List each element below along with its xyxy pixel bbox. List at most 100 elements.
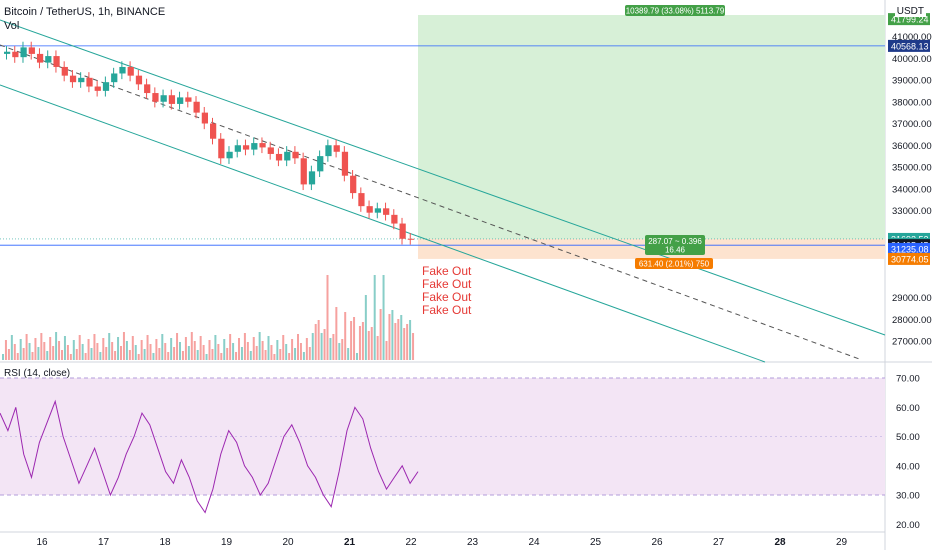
volume-bar [347, 348, 350, 360]
time-tick-label: 24 [528, 537, 540, 548]
price-tick-label: 34000.00 [892, 184, 932, 195]
candle [144, 84, 151, 94]
volume-bar [311, 333, 314, 360]
time-tick-label: 16 [36, 537, 48, 548]
volume-bar [52, 346, 55, 360]
volume-bar [184, 337, 187, 360]
volume-bar [329, 338, 332, 360]
candle [300, 158, 307, 185]
volume-bar [305, 338, 308, 360]
candle [12, 51, 19, 58]
volume-bar [102, 338, 105, 360]
candle [226, 151, 233, 159]
candle [259, 143, 266, 148]
candle [185, 97, 192, 102]
candle [341, 151, 349, 176]
volume-bar [370, 327, 373, 360]
candle [119, 66, 126, 74]
volume-bar [199, 336, 202, 360]
volume-bar [170, 338, 173, 360]
volume-bar [105, 347, 108, 360]
volume-bar [282, 335, 285, 360]
time-tick-label: 26 [651, 537, 663, 548]
volume-bar [72, 340, 75, 360]
volume-bar [255, 346, 258, 360]
target-zone [418, 15, 885, 239]
volume-bar [2, 354, 4, 360]
volume-bar [279, 349, 282, 360]
volume-bar [158, 348, 161, 360]
candle [53, 56, 60, 67]
candle [391, 214, 398, 224]
candle [69, 75, 77, 83]
fake-out-annotation: Fake Out [422, 264, 472, 278]
price-tick-label: 29000.00 [892, 293, 932, 304]
volume-bar [323, 329, 326, 360]
target-label-bg [625, 5, 725, 16]
volume-bar [93, 334, 96, 360]
volume-bar [364, 295, 367, 360]
volume-bar [63, 336, 66, 360]
candle [111, 73, 118, 83]
candle [86, 77, 93, 87]
time-tick-label: 21 [344, 537, 356, 548]
price-tick-label: 35000.00 [892, 163, 932, 174]
volume-bar [13, 344, 16, 360]
rsi-tick-label: 70.00 [896, 374, 920, 385]
candle [317, 156, 324, 172]
volume-bar [273, 354, 276, 360]
volume-bar [140, 340, 143, 360]
volume-bar [229, 334, 232, 360]
volume-bar [270, 345, 273, 360]
volume-bar [193, 341, 196, 360]
price-tick-label: 41000.00 [892, 32, 932, 43]
volume-bar [403, 328, 406, 360]
candle [201, 112, 208, 124]
fake-out-annotation: Fake Out [422, 303, 472, 317]
volume-bar [28, 343, 31, 360]
volume-bar [10, 335, 13, 360]
time-tick-label: 28 [774, 537, 786, 548]
candle [325, 145, 332, 157]
rsi-band [0, 378, 885, 495]
volume-bar [125, 341, 128, 360]
volume-bar [34, 338, 37, 360]
volume-bar [31, 352, 34, 360]
volume-bar [211, 349, 214, 360]
volume-bar [409, 320, 412, 360]
candle [160, 95, 167, 102]
volume-bar [146, 335, 149, 360]
time-tick-label: 25 [590, 537, 602, 548]
volume-bar [246, 342, 249, 360]
candle [102, 82, 110, 91]
volume-bar [285, 344, 288, 360]
price-badge-label: 41799.24 [891, 15, 929, 25]
price-tick-label: 36000.00 [892, 141, 932, 152]
volume-bar [353, 317, 356, 360]
volume-bar [69, 354, 72, 360]
volume-bar [58, 341, 61, 360]
volume-bar [308, 347, 311, 360]
candle [152, 93, 159, 102]
volume-bar [87, 339, 90, 360]
price-tick-label: 39000.00 [892, 76, 932, 87]
time-tick-label: 29 [836, 537, 848, 548]
volume-bar [412, 333, 415, 360]
volume-bar [167, 352, 170, 360]
candle [234, 145, 241, 152]
volume-bar [338, 343, 341, 360]
currency-label[interactable]: USDT [894, 6, 926, 17]
volume-bar [61, 350, 63, 360]
volume-bar [66, 345, 69, 360]
volume-bar [196, 350, 199, 360]
candle [358, 193, 365, 207]
volume-bar [261, 341, 264, 360]
candle [251, 143, 258, 150]
candle [78, 77, 85, 83]
time-tick-label: 17 [98, 537, 110, 548]
rsi-label: RSI (14, close) [4, 368, 71, 379]
volume-bar [358, 326, 361, 360]
volume-bar [232, 343, 235, 360]
volume-bar [350, 321, 353, 360]
volume-bar [267, 336, 270, 360]
